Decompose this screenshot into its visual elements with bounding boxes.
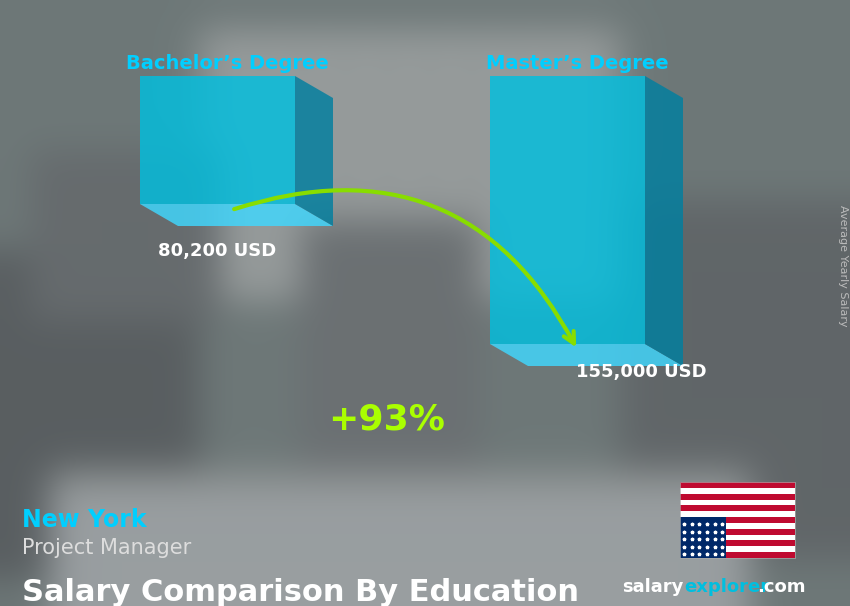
Bar	[680, 499, 795, 505]
Bar	[680, 552, 795, 558]
Text: Average Yearly Salary: Average Yearly Salary	[838, 205, 848, 327]
Bar	[680, 534, 795, 541]
Text: Master’s Degree: Master’s Degree	[485, 54, 668, 73]
Text: salary: salary	[622, 578, 683, 596]
Polygon shape	[295, 76, 333, 226]
Bar	[680, 482, 795, 488]
Text: explorer: explorer	[684, 578, 769, 596]
Text: Bachelor’s Degree: Bachelor’s Degree	[126, 54, 328, 73]
Polygon shape	[490, 76, 645, 344]
Polygon shape	[140, 76, 295, 204]
Text: New York: New York	[22, 508, 146, 532]
Bar	[680, 523, 795, 529]
Text: .com: .com	[757, 578, 806, 596]
Text: Salary Comparison By Education: Salary Comparison By Education	[22, 578, 579, 606]
Polygon shape	[140, 204, 333, 226]
Bar	[680, 546, 795, 552]
Text: Project Manager: Project Manager	[22, 538, 191, 558]
Bar	[680, 488, 795, 494]
Bar	[680, 541, 795, 546]
Polygon shape	[490, 344, 683, 366]
Bar	[680, 517, 726, 558]
Polygon shape	[645, 76, 683, 366]
Bar	[680, 511, 795, 517]
Bar	[680, 517, 795, 523]
Bar	[680, 494, 795, 499]
Text: 155,000 USD: 155,000 USD	[576, 363, 707, 381]
Bar	[680, 482, 795, 558]
Text: +93%: +93%	[329, 403, 445, 437]
Bar	[680, 529, 795, 534]
Text: 80,200 USD: 80,200 USD	[158, 242, 276, 260]
Bar	[680, 505, 795, 511]
